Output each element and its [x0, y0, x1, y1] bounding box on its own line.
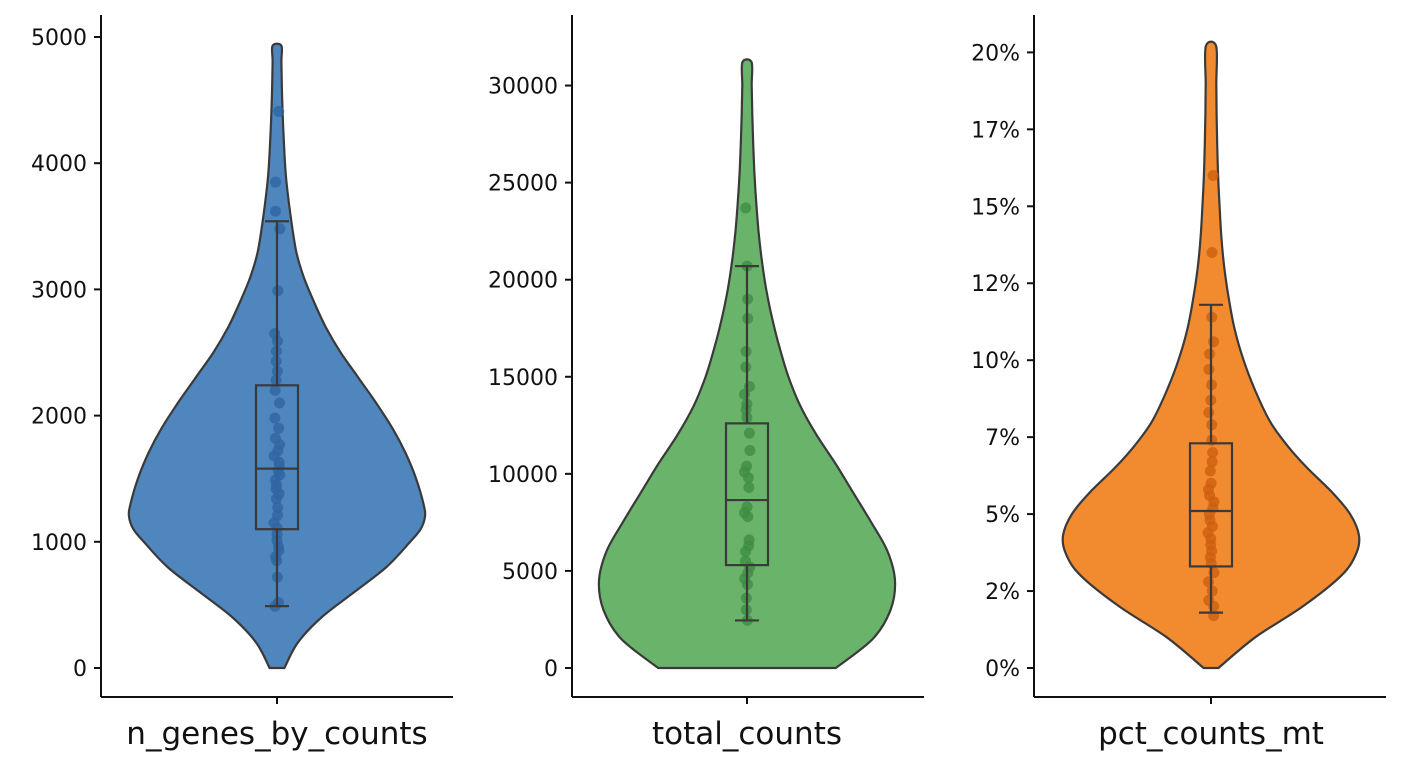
data-point: [272, 509, 284, 521]
y-tick-label: 4000: [31, 152, 87, 177]
data-point: [1206, 585, 1218, 597]
y-tick-label: 0: [544, 657, 558, 682]
y-tick-label: 2000: [31, 405, 87, 430]
y-tick-label: 17%: [971, 118, 1020, 143]
y-tick-label: 5%: [985, 503, 1020, 528]
panel-pct-counts-mt: 0% 2% 5% 7% 10% 12% 15% 17% 20% pct_counts_mt: [971, 15, 1386, 752]
data-point: [270, 176, 282, 188]
data-point: [1204, 465, 1216, 477]
data-point: [273, 422, 285, 434]
data-point: [269, 384, 281, 396]
data-point: [740, 361, 752, 373]
data-point: [274, 397, 285, 409]
data-point: [1208, 336, 1220, 348]
data-point: [740, 555, 751, 567]
y-tick-label: 0%: [985, 657, 1020, 682]
data-point: [1207, 447, 1219, 458]
y-tick-label: 2%: [985, 580, 1020, 605]
x-tick-label: total_counts: [652, 716, 842, 752]
data-point: [1207, 170, 1219, 181]
y-tick-label: 5000: [31, 26, 87, 51]
data-point: [269, 432, 281, 444]
data-point: [743, 481, 755, 493]
x-tick-label: n_genes_by_counts: [126, 716, 427, 752]
data-point: [272, 502, 284, 514]
x-tick-label: pct_counts_mt: [1098, 716, 1324, 752]
data-point: [269, 328, 281, 340]
data-point: [1206, 456, 1218, 468]
y-tick-label: 0: [73, 657, 87, 682]
y-tick-label: 3000: [31, 278, 87, 303]
y-tick-label: 20000: [488, 269, 558, 294]
data-point: [740, 202, 752, 214]
y-tick-label: 10000: [488, 463, 558, 488]
y-tick-label: 1000: [31, 531, 87, 556]
data-point: [744, 381, 755, 392]
data-point: [270, 205, 281, 217]
data-point: [1203, 576, 1214, 588]
data-point: [1205, 477, 1217, 489]
data-point: [1206, 247, 1218, 258]
data-point: [1204, 348, 1216, 360]
data-point: [1203, 363, 1215, 375]
panel-total-counts: 0 5000 10000 15000 20000 25000 30000 total_coun…: [488, 15, 924, 752]
y-tick-label: 5000: [502, 560, 558, 585]
data-point: [743, 534, 755, 546]
y-tick-label: 15000: [488, 366, 558, 391]
data-point: [741, 460, 753, 472]
data-point: [744, 445, 756, 456]
data-point: [1203, 407, 1215, 418]
data-point: [741, 501, 753, 513]
data-point: [273, 106, 285, 117]
y-tick-label: 15%: [971, 195, 1020, 220]
y-tick-label: 12%: [971, 272, 1020, 297]
y-tick-label: 25000: [488, 172, 558, 197]
y-tick-label: 7%: [985, 426, 1020, 451]
y-tick-label: 10%: [971, 349, 1020, 374]
data-point: [269, 412, 281, 424]
y-tick-label: 20%: [971, 41, 1020, 66]
data-point: [743, 427, 755, 439]
panel-n-genes-by-counts: 0 1000 2000 3000 4000 5000 n_genes_by_counts: [31, 15, 453, 752]
y-tick-label: 30000: [488, 75, 558, 100]
